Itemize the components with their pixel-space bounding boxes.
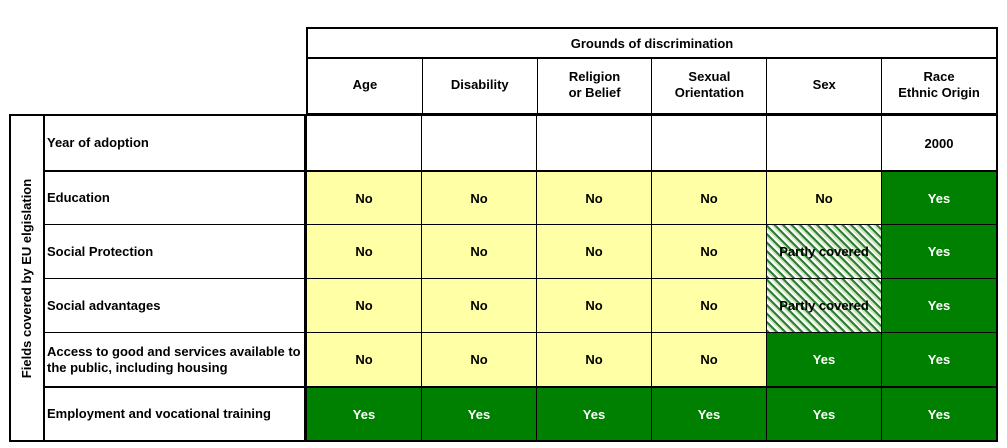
grounds-title: Grounds of discrimination [570, 35, 734, 51]
row-label: Employment and vocational training [45, 388, 306, 440]
table-cell: No [421, 333, 536, 386]
column-header-disability: Disability [421, 57, 537, 113]
table-cell [421, 116, 536, 170]
table-cell: Yes [766, 388, 881, 440]
table-cell [536, 116, 651, 170]
table-cell: Yes [766, 333, 881, 386]
row-label: Education [45, 172, 306, 224]
table-cell: No [651, 333, 766, 386]
table-cell: No [536, 225, 651, 278]
table-cell: Yes [881, 225, 996, 278]
side-label: Fields covered by EU elgislation [19, 178, 35, 378]
table-body: Year of adoption 2000 Education No No No No No Y… [43, 114, 998, 442]
table-cell: Partly covered [766, 279, 881, 332]
table-cell: 2000 [881, 116, 996, 170]
table-row: Education No No No No No Yes [45, 170, 996, 224]
column-header-religion: Religion or Belief [536, 57, 652, 113]
table-row: Social Protection No No No No Partly covered Y… [45, 224, 996, 278]
table-cell: Yes [421, 388, 536, 440]
table-cell: No [306, 172, 421, 224]
table-cell: No [536, 279, 651, 332]
row-label: Access to good and services available to… [45, 333, 306, 386]
table-cell: No [651, 225, 766, 278]
column-header-race: Race Ethnic Origin [881, 57, 996, 113]
table-cell: Yes [881, 388, 996, 440]
table-cell: No [421, 172, 536, 224]
table-cell: No [306, 225, 421, 278]
table-cell [766, 116, 881, 170]
column-header-age: Age [352, 77, 378, 92]
table-cell: No [536, 333, 651, 386]
column-headers: Age Disability Religion or Belief Sexual… [306, 57, 998, 115]
column-header-sex: Sex [766, 57, 881, 113]
table-cell: No [421, 225, 536, 278]
side-label-box: Fields covered by EU elgislation [9, 114, 45, 442]
table-row: Employment and vocational training Yes Yes… [45, 386, 996, 440]
table-cell: Yes [306, 388, 421, 440]
row-label: Year of adoption [45, 116, 306, 170]
table-cell: Yes [536, 388, 651, 440]
grounds-header: Grounds of discrimination [306, 27, 998, 59]
table-cell: No [766, 172, 881, 224]
table-cell [651, 116, 766, 170]
table-cell: No [306, 333, 421, 386]
table-cell: No [651, 279, 766, 332]
table-row: Year of adoption 2000 [45, 116, 996, 170]
table-cell: No [536, 172, 651, 224]
table-cell [306, 116, 421, 170]
table-cell: Yes [651, 388, 766, 440]
table-row: Social advantages No No No No Partly covered Y… [45, 278, 996, 332]
table-row: Access to good and services available to… [45, 332, 996, 386]
table-cell: No [421, 279, 536, 332]
table-cell: Yes [881, 279, 996, 332]
row-label: Social advantages [45, 279, 306, 332]
column-header-sexual-orientation: Sexual Orientation [651, 57, 766, 113]
table-cell: Yes [881, 172, 996, 224]
row-label: Social Protection [45, 225, 306, 278]
table-cell: No [306, 279, 421, 332]
table-cell: Partly covered [766, 225, 881, 278]
table-cell: No [651, 172, 766, 224]
table-cell: Yes [881, 333, 996, 386]
